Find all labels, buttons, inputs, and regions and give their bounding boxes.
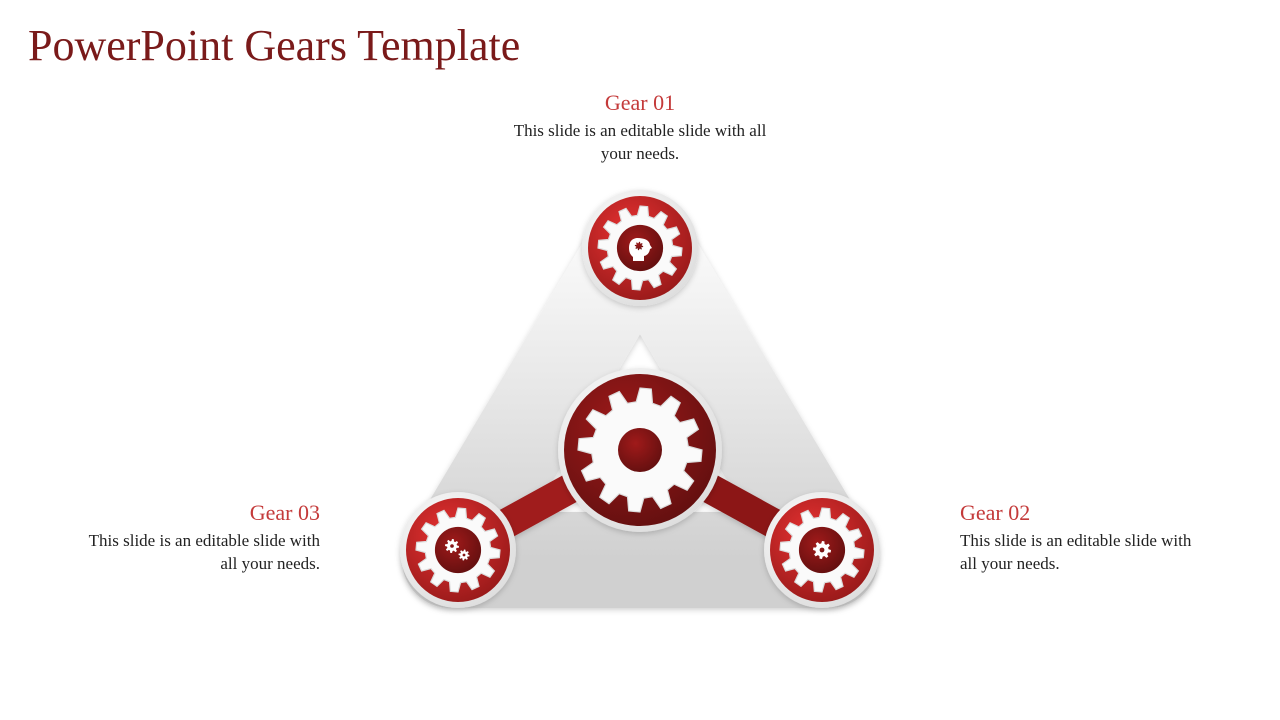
- caption-gear-03: Gear 03 This slide is an editable slide …: [70, 500, 320, 576]
- gear-g3: [400, 492, 516, 608]
- slide-title: PowerPoint Gears Template: [28, 20, 520, 71]
- caption-label: Gear 03: [70, 500, 320, 526]
- slide: PowerPoint Gears Template Gear 01 This s…: [0, 0, 1280, 720]
- caption-gear-02: Gear 02 This slide is an editable slide …: [960, 500, 1210, 576]
- caption-label: Gear 02: [960, 500, 1210, 526]
- caption-desc: This slide is an editable slide with all…: [960, 530, 1210, 576]
- caption-desc: This slide is an editable slide with all…: [70, 530, 320, 576]
- caption-label: Gear 01: [510, 90, 770, 116]
- center-gear: [558, 368, 722, 532]
- caption-gear-01: Gear 01 This slide is an editable slide …: [510, 90, 770, 166]
- caption-desc: This slide is an editable slide with all…: [510, 120, 770, 166]
- gear-icon: [813, 541, 831, 559]
- gears-diagram: [360, 170, 920, 640]
